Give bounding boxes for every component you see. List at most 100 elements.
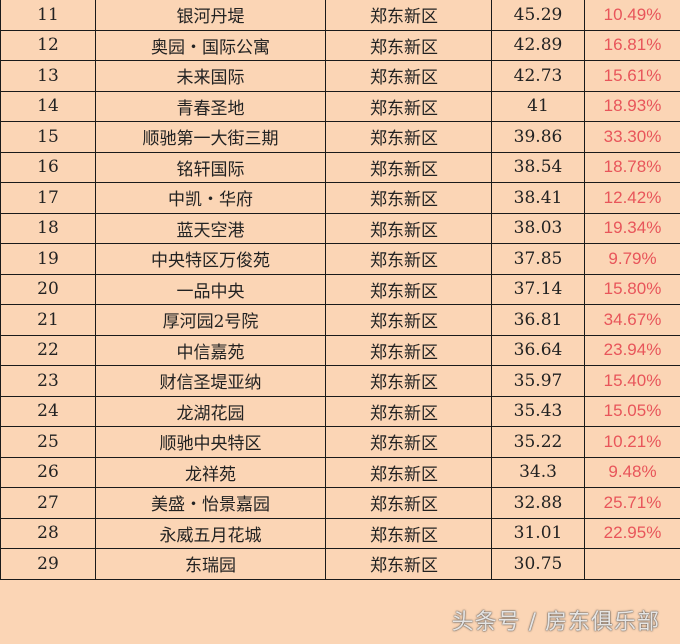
percent-cell: 18.93%: [584, 90, 680, 122]
table-row: 13 未来国际 郑东新区 42.73 15.61%: [0, 60, 680, 92]
district-cell: 郑东新区: [325, 243, 492, 275]
value-cell: 38.54: [491, 151, 585, 183]
rank-cell: 17: [0, 182, 96, 214]
name-cell: 美盛・怡景嘉园: [95, 487, 326, 519]
district-cell: 郑东新区: [325, 60, 492, 92]
value-cell: 39.86: [491, 121, 585, 153]
table-row: 18 蓝天空港 郑东新区 38.03 19.34%: [0, 212, 680, 244]
percent-cell: 15.61%: [584, 60, 680, 92]
name-cell: 铭轩国际: [95, 151, 326, 183]
name-cell: 银河丹堤: [95, 0, 326, 31]
table-row: 16 铭轩国际 郑东新区 38.54 18.78%: [0, 151, 680, 183]
name-cell: 顺驰第一大街三期: [95, 121, 326, 153]
table-row: 26 龙祥苑 郑东新区 34.3 9.48%: [0, 456, 680, 488]
rank-cell: 25: [0, 426, 96, 458]
value-cell: 31.01: [491, 517, 585, 549]
table-row: 15 顺驰第一大街三期 郑东新区 39.86 33.30%: [0, 121, 680, 153]
rank-cell: 22: [0, 334, 96, 366]
value-cell: 42.89: [491, 29, 585, 61]
data-table: 11 银河丹堤 郑东新区 45.29 10.49% 12 奥园・国际公寓 郑东新区 42.89 1…: [0, 0, 680, 580]
name-cell: 蓝天空港: [95, 212, 326, 244]
rank-cell: 21: [0, 304, 96, 336]
district-cell: 郑东新区: [325, 212, 492, 244]
name-cell: 财信圣堤亚纳: [95, 365, 326, 397]
district-cell: 郑东新区: [325, 517, 492, 549]
table-row: 20 一品中央 郑东新区 37.14 15.80%: [0, 273, 680, 305]
rank-cell: 18: [0, 212, 96, 244]
table-row: 11 银河丹堤 郑东新区 45.29 10.49%: [0, 0, 680, 31]
district-cell: 郑东新区: [325, 487, 492, 519]
district-cell: 郑东新区: [325, 548, 492, 580]
rank-cell: 26: [0, 456, 96, 488]
percent-cell: 33.30%: [584, 121, 680, 153]
value-cell: 32.88: [491, 487, 585, 519]
percent-cell: 10.21%: [584, 426, 680, 458]
value-cell: 38.03: [491, 212, 585, 244]
name-cell: 一品中央: [95, 273, 326, 305]
name-cell: 厚河园2号院: [95, 304, 326, 336]
table-row: 27 美盛・怡景嘉园 郑东新区 32.88 25.71%: [0, 487, 680, 519]
name-cell: 龙祥苑: [95, 456, 326, 488]
value-cell: 37.85: [491, 243, 585, 275]
percent-cell: 9.79%: [584, 243, 680, 275]
value-cell: 38.41: [491, 182, 585, 214]
value-cell: 37.14: [491, 273, 585, 305]
table-row: 22 中信嘉苑 郑东新区 36.64 23.94%: [0, 334, 680, 366]
percent-cell: 15.40%: [584, 365, 680, 397]
table-row: 19 中央特区万俊苑 郑东新区 37.85 9.79%: [0, 243, 680, 275]
rank-cell: 23: [0, 365, 96, 397]
table-row: 12 奥园・国际公寓 郑东新区 42.89 16.81%: [0, 29, 680, 61]
table-row: 24 龙湖花园 郑东新区 35.43 15.05%: [0, 395, 680, 427]
district-cell: 郑东新区: [325, 334, 492, 366]
rank-cell: 12: [0, 29, 96, 61]
value-cell: 35.43: [491, 395, 585, 427]
district-cell: 郑东新区: [325, 121, 492, 153]
percent-cell: 22.95%: [584, 517, 680, 549]
percent-cell: 19.34%: [584, 212, 680, 244]
table-row: 17 中凯・华府 郑东新区 38.41 12.42%: [0, 182, 680, 214]
percent-cell: 15.80%: [584, 273, 680, 305]
percent-cell: [584, 548, 680, 580]
name-cell: 永威五月花城: [95, 517, 326, 549]
percent-cell: 15.05%: [584, 395, 680, 427]
rank-cell: 20: [0, 273, 96, 305]
percent-cell: 12.42%: [584, 182, 680, 214]
district-cell: 郑东新区: [325, 90, 492, 122]
table-row: 29 东瑞园 郑东新区 30.75: [0, 548, 680, 580]
table-row: 23 财信圣堤亚纳 郑东新区 35.97 15.40%: [0, 365, 680, 397]
rank-cell: 27: [0, 487, 96, 519]
name-cell: 青春圣地: [95, 90, 326, 122]
rank-cell: 24: [0, 395, 96, 427]
district-cell: 郑东新区: [325, 29, 492, 61]
percent-cell: 25.71%: [584, 487, 680, 519]
rank-cell: 19: [0, 243, 96, 275]
percent-cell: 16.81%: [584, 29, 680, 61]
name-cell: 中信嘉苑: [95, 334, 326, 366]
table-row: 25 顺驰中央特区 郑东新区 35.22 10.21%: [0, 426, 680, 458]
value-cell: 42.73: [491, 60, 585, 92]
percent-cell: 23.94%: [584, 334, 680, 366]
rank-cell: 28: [0, 517, 96, 549]
district-cell: 郑东新区: [325, 426, 492, 458]
rank-cell: 13: [0, 60, 96, 92]
percent-cell: 10.49%: [584, 0, 680, 31]
district-cell: 郑东新区: [325, 304, 492, 336]
rank-cell: 15: [0, 121, 96, 153]
district-cell: 郑东新区: [325, 395, 492, 427]
table-row: 21 厚河园2号院 郑东新区 36.81 34.67%: [0, 304, 680, 336]
watermark: 头条号 / 房东俱乐部: [451, 610, 660, 635]
district-cell: 郑东新区: [325, 365, 492, 397]
value-cell: 35.97: [491, 365, 585, 397]
value-cell: 41: [491, 90, 585, 122]
value-cell: 36.64: [491, 334, 585, 366]
value-cell: 45.29: [491, 0, 585, 31]
percent-cell: 9.48%: [584, 456, 680, 488]
name-cell: 顺驰中央特区: [95, 426, 326, 458]
rank-cell: 29: [0, 548, 96, 580]
name-cell: 中央特区万俊苑: [95, 243, 326, 275]
value-cell: 35.22: [491, 426, 585, 458]
percent-cell: 18.78%: [584, 151, 680, 183]
district-cell: 郑东新区: [325, 0, 492, 31]
rank-cell: 14: [0, 90, 96, 122]
district-cell: 郑东新区: [325, 151, 492, 183]
